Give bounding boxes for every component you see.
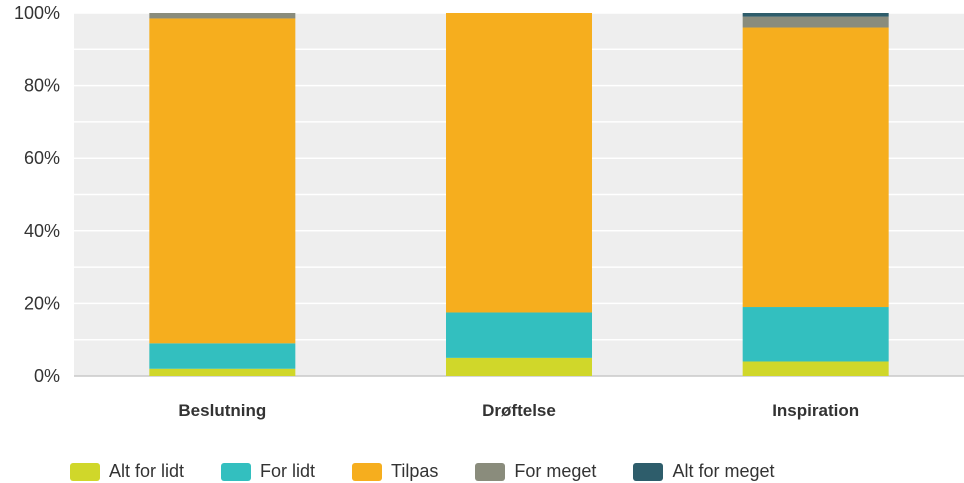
bar-segment [149, 18, 296, 344]
legend-label: For meget [514, 461, 597, 481]
x-axis-category-labels: Beslutning Drøftelse Inspiration [178, 401, 859, 420]
legend-item: For lidt [221, 461, 315, 482]
legend-item: Alt for meget [633, 461, 774, 482]
bar-segment [149, 343, 296, 369]
legend-swatch [70, 462, 100, 481]
bar-segment [446, 312, 592, 358]
y-tick-label: 60% [24, 148, 60, 168]
legend-swatch [221, 462, 252, 481]
legend: Alt for lidt For lidt Tilpas For meget Alt f… [70, 460, 811, 483]
y-tick-label: 100% [14, 3, 60, 23]
legend-label: Tilpas [391, 461, 439, 481]
bar-segment [742, 361, 889, 376]
x-category-label: Beslutning [178, 401, 266, 420]
bar-stacks [149, 13, 889, 376]
legend-label: Alt for meget [672, 461, 775, 481]
legend-label: Alt for lidt [109, 461, 185, 481]
y-tick-label: 80% [24, 76, 60, 96]
y-tick-label: 40% [24, 221, 60, 241]
legend-swatch [352, 462, 383, 481]
legend-item: For meget [475, 461, 596, 482]
y-tick-label: 0% [34, 366, 60, 386]
bar-segment [742, 13, 889, 17]
legend-item: Tilpas [352, 461, 438, 482]
legend-label: For lidt [260, 461, 316, 481]
y-tick-label: 20% [24, 293, 60, 313]
x-category-label: Drøftelse [482, 401, 556, 420]
bar-segment [446, 13, 592, 313]
legend-swatch [475, 462, 506, 481]
bar-segment [149, 13, 296, 19]
y-axis-tick-labels: 0% 20% 40% 60% 80% 100% [14, 3, 60, 386]
bar-segment [742, 27, 889, 308]
bar-segment [742, 16, 889, 28]
x-category-label: Inspiration [772, 401, 859, 420]
bar-segment [149, 368, 296, 376]
bar-segment [446, 357, 592, 376]
legend-item: Alt for lidt [70, 461, 184, 482]
legend-swatch [633, 462, 664, 481]
bar-segment [742, 307, 889, 362]
